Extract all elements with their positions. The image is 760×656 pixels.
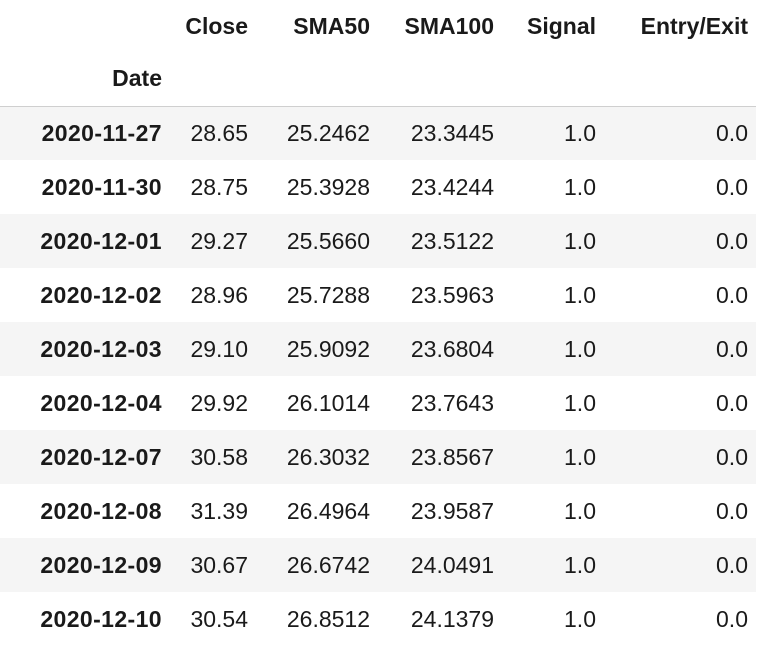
index-name-filler (604, 52, 756, 107)
row-index-date: 2020-11-30 (41, 173, 162, 200)
cell-sma100: 23.3445 (410, 119, 494, 146)
cell-sma50: 26.6742 (286, 551, 370, 578)
table-row: 2020-12-02 28.96 25.7288 23.5963 1.0 0.0 (0, 268, 756, 322)
column-header-row: Close SMA50 SMA100 Signal Entry/Exit (0, 0, 756, 52)
cell-sma50: 25.7288 (286, 281, 370, 308)
cell-sma100: 23.6804 (410, 335, 494, 362)
cell-signal: 1.0 (564, 497, 596, 524)
dataframe-table: Close SMA50 SMA100 Signal Entry/Exit Dat… (0, 0, 756, 646)
cell-sma100: 23.8567 (410, 443, 494, 470)
cell-entry-exit: 0.0 (716, 281, 748, 308)
index-name-filler (170, 52, 256, 107)
row-index-date: 2020-12-10 (40, 605, 162, 632)
row-index-date: 2020-12-01 (40, 227, 162, 254)
cell-signal: 1.0 (564, 281, 596, 308)
cell-signal: 1.0 (564, 227, 596, 254)
row-index-date: 2020-12-09 (40, 551, 162, 578)
cell-close: 30.54 (190, 605, 248, 632)
cell-sma100: 24.1379 (410, 605, 494, 632)
cell-sma100: 23.4244 (410, 173, 494, 200)
cell-sma100: 23.9587 (410, 497, 494, 524)
cell-sma50: 25.2462 (286, 119, 370, 146)
table-row: 2020-11-27 28.65 25.2462 23.3445 1.0 0.0 (0, 106, 756, 160)
cell-close: 29.92 (190, 389, 248, 416)
cell-sma50: 26.4964 (286, 497, 370, 524)
cell-entry-exit: 0.0 (716, 227, 748, 254)
cell-signal: 1.0 (564, 173, 596, 200)
table-row: 2020-12-01 29.27 25.5660 23.5122 1.0 0.0 (0, 214, 756, 268)
index-name-label: Date (0, 52, 170, 107)
cell-close: 30.67 (190, 551, 248, 578)
cell-sma50: 25.5660 (286, 227, 370, 254)
index-name-filler (502, 52, 604, 107)
column-header-sma100: SMA100 (404, 12, 494, 39)
table-row: 2020-12-08 31.39 26.4964 23.9587 1.0 0.0 (0, 484, 756, 538)
index-name-filler (378, 52, 502, 107)
table-row: 2020-12-10 30.54 26.8512 24.1379 1.0 0.0 (0, 592, 756, 646)
cell-sma100: 24.0491 (410, 551, 494, 578)
table-body: 2020-11-27 28.65 25.2462 23.3445 1.0 0.0 2020-… (0, 106, 756, 646)
column-header-entry-exit: Entry/Exit (640, 12, 748, 39)
cell-signal: 1.0 (564, 443, 596, 470)
cell-close: 31.39 (190, 497, 248, 524)
row-index-date: 2020-12-03 (40, 335, 162, 362)
cell-signal: 1.0 (564, 119, 596, 146)
cell-entry-exit: 0.0 (716, 119, 748, 146)
cell-close: 29.27 (190, 227, 248, 254)
cell-close: 28.65 (190, 119, 248, 146)
cell-entry-exit: 0.0 (716, 173, 748, 200)
cell-close: 30.58 (190, 443, 248, 470)
table-row: 2020-12-09 30.67 26.6742 24.0491 1.0 0.0 (0, 538, 756, 592)
cell-sma100: 23.5122 (410, 227, 494, 254)
row-index-date: 2020-11-27 (41, 119, 162, 146)
index-name-filler (256, 52, 378, 107)
row-index-date: 2020-12-08 (40, 497, 162, 524)
cell-sma50: 26.3032 (286, 443, 370, 470)
table-row: 2020-12-07 30.58 26.3032 23.8567 1.0 0.0 (0, 430, 756, 484)
table-header: Close SMA50 SMA100 Signal Entry/Exit Dat… (0, 0, 756, 107)
cell-sma100: 23.7643 (410, 389, 494, 416)
cell-entry-exit: 0.0 (716, 497, 748, 524)
cell-sma100: 23.5963 (410, 281, 494, 308)
table-row: 2020-12-03 29.10 25.9092 23.6804 1.0 0.0 (0, 322, 756, 376)
cell-close: 28.96 (190, 281, 248, 308)
cell-entry-exit: 0.0 (716, 605, 748, 632)
cell-sma50: 25.9092 (286, 335, 370, 362)
cell-entry-exit: 0.0 (716, 443, 748, 470)
cell-signal: 1.0 (564, 605, 596, 632)
index-name-row: Date (0, 52, 756, 107)
cell-signal: 1.0 (564, 389, 596, 416)
cell-sma50: 25.3928 (286, 173, 370, 200)
cell-signal: 1.0 (564, 551, 596, 578)
cell-signal: 1.0 (564, 335, 596, 362)
column-header-signal: Signal (526, 12, 596, 39)
cell-sma50: 26.1014 (286, 389, 370, 416)
column-header-close: Close (185, 12, 248, 39)
row-index-date: 2020-12-04 (40, 389, 162, 416)
row-index-date: 2020-12-02 (40, 281, 162, 308)
cell-entry-exit: 0.0 (716, 335, 748, 362)
cell-entry-exit: 0.0 (716, 389, 748, 416)
cell-sma50: 26.8512 (286, 605, 370, 632)
column-header-sma50: SMA50 (293, 12, 370, 39)
row-index-date: 2020-12-07 (40, 443, 162, 470)
cell-close: 29.10 (190, 335, 248, 362)
table-row: 2020-12-04 29.92 26.1014 23.7643 1.0 0.0 (0, 376, 756, 430)
table-row: 2020-11-30 28.75 25.3928 23.4244 1.0 0.0 (0, 160, 756, 214)
cell-close: 28.75 (190, 173, 248, 200)
index-corner-cell (0, 0, 170, 52)
cell-entry-exit: 0.0 (716, 551, 748, 578)
